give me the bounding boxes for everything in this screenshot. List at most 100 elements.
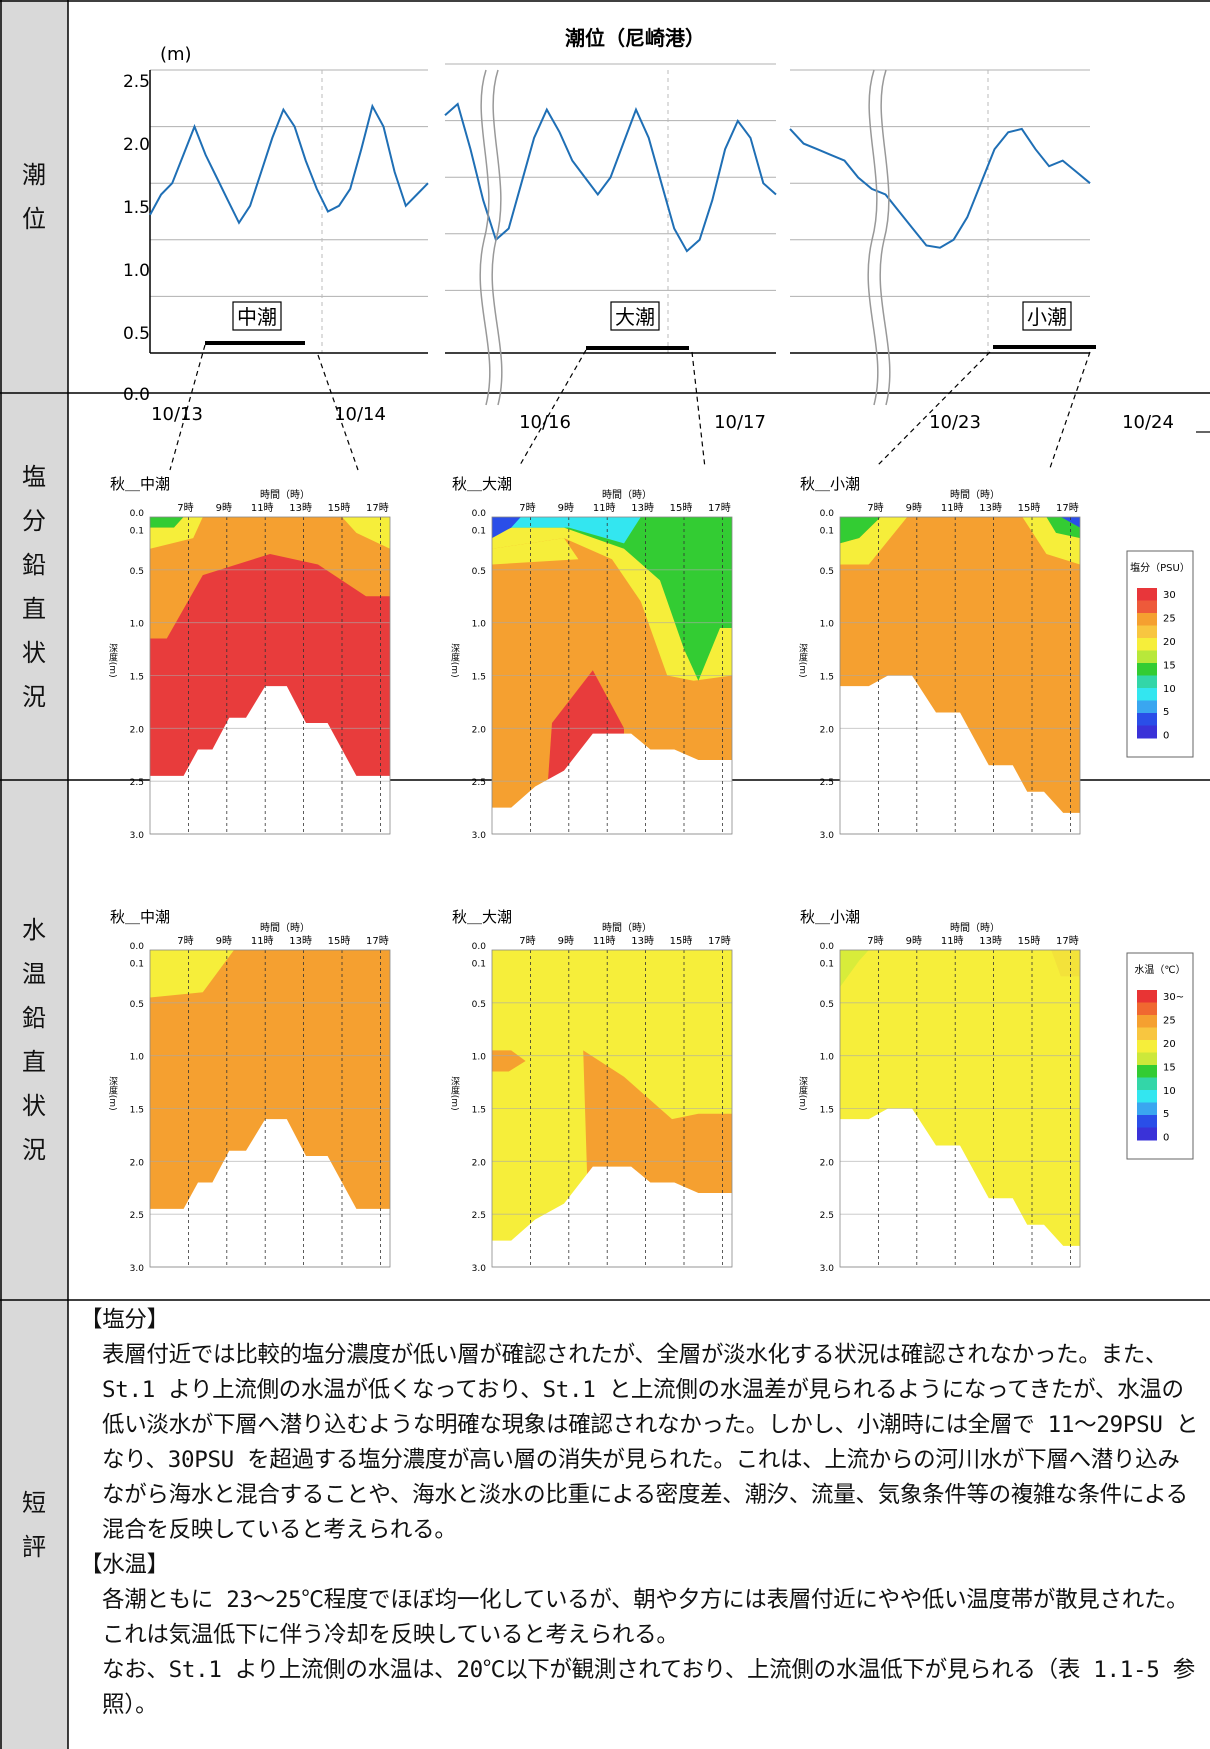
legend-swatch [1137,1115,1157,1128]
depth-tick: 2.0 [130,725,145,735]
axis-break-marks [479,69,891,406]
row-label-char: 鉛 [22,1004,46,1032]
legend-title: 水温（℃） [1134,964,1185,976]
contour-band [1022,517,1080,565]
hour-label: 13時 [979,935,1002,947]
depth-tick: 0.5 [820,567,834,577]
hour-label: 9時 [216,935,232,947]
plot-frame [491,516,733,835]
legend-swatch [1137,588,1157,601]
tide-line-segment [789,127,1091,249]
hour-label: 15時 [1018,502,1041,514]
legend-swatch [1137,650,1157,664]
tide-chart: 潮位（尼崎港） (m) 2.5 2.0 1.5 1.0 0.5 0.0 中潮 [123,26,1210,471]
contour-band [840,950,869,987]
depth-tick: 3.0 [130,831,145,841]
legend-title: 塩分（PSU） [1130,561,1190,574]
tide-line-segment [444,102,777,253]
salinity-legend: 塩分（PSU） 30 25 20 15 10 5 0 [1126,550,1194,758]
depth-tick: 1.0 [820,1053,835,1063]
hour-label: 15時 [670,502,693,514]
row-label-comment: 短 評 [0,1300,68,1749]
contour-band [492,517,641,544]
depth-tick: 2.5 [130,1211,144,1221]
comment-text: 【塩分】 表層付近では比較的塩分濃度が低い層が確認されたが、全層が淡水化する状況… [80,1303,1200,1723]
hour-label: 11時 [251,935,274,947]
depth-tick: 0.5 [130,1000,144,1010]
label-column [0,0,68,1749]
row-label-char: 潮 [22,160,46,189]
tide-label-neap: 小潮 [1027,305,1067,329]
hour-label: 17時 [366,502,389,514]
time-header: 時間（時） [260,922,310,934]
hour-label: 11時 [251,502,274,514]
legend-swatch [1137,990,1157,1003]
contour-band [1060,517,1080,528]
depth-tick: 3.0 [130,1264,145,1274]
hour-label: 13時 [631,502,654,514]
depth-tick: 0.0 [820,942,835,952]
depth-axis-label: 深度(m) [797,644,808,678]
legend-tick: 30~ [1163,992,1184,1003]
depth-tick: 2.5 [130,778,144,788]
tide-x-label: 10/14 [334,404,386,425]
panel-title: 秋＿中潮 [110,475,170,493]
depth-tick: 0.5 [472,1000,486,1010]
legend-tick: 10 [1163,684,1176,695]
legend-swatch [1137,1052,1157,1066]
legend-swatch [1137,675,1157,689]
row-label-char: 状 [22,638,46,667]
row-label-char: 直 [22,594,46,623]
legend-tick: 0 [1163,1133,1169,1144]
depth-tick: 1.0 [472,620,487,630]
hour-label: 17時 [1056,935,1079,947]
hour-label: 15時 [328,935,351,947]
row-label-char: 塩 [22,462,46,491]
depth-tick: 0.1 [472,960,486,970]
depth-tick: 2.5 [820,778,834,788]
legend-swatch [1137,613,1157,626]
depth-tick: 1.5 [472,1106,486,1116]
depth-tick: 3.0 [472,831,487,841]
depth-tick: 0.0 [820,509,835,519]
contour-band [492,517,521,539]
depth-tick: 2.5 [820,1211,834,1221]
legend-tick: 5 [1163,707,1169,718]
depth-axis-label: 深度(m) [107,644,118,678]
tide-y-tick: 2.5 [123,72,150,92]
row-label-char: 状 [22,1092,46,1120]
hour-label: 15時 [670,935,693,947]
depth-tick: 0.0 [130,509,145,519]
legend-swatch [1137,1102,1157,1116]
tide-label-spring: 大潮 [615,305,655,329]
depth-tick: 0.1 [472,527,486,537]
legend-tick: 30 [1163,590,1176,601]
legend-box [1126,952,1194,1160]
depth-tick: 0.1 [130,527,144,537]
tide-y-tick: 0.0 [123,385,150,405]
hour-label: 11時 [593,935,616,947]
plot-frame [149,949,391,1268]
depth-tick: 0.5 [130,567,144,577]
depth-tick: 3.0 [472,1264,487,1274]
hour-label: 9時 [216,502,232,514]
no-data-area [492,733,732,834]
plot-frame [491,949,733,1268]
comment-paragraph: なお、St.1 より上流側の水温は、20℃以下が観測されており、上流側の水温低下… [102,1657,1195,1718]
depth-tick: 0.5 [472,567,486,577]
hour-label: 7時 [177,502,193,514]
legend-swatch [1137,1015,1157,1028]
hour-label: 9時 [906,502,922,514]
depth-tick: 1.5 [820,1106,834,1116]
legend-tick: 20 [1163,637,1176,648]
legend-swatch [1137,688,1157,701]
contour-band [840,517,881,544]
no-data-area [840,1108,1080,1267]
tide-label-box-spring [610,301,660,331]
depth-tick: 2.5 [472,778,486,788]
